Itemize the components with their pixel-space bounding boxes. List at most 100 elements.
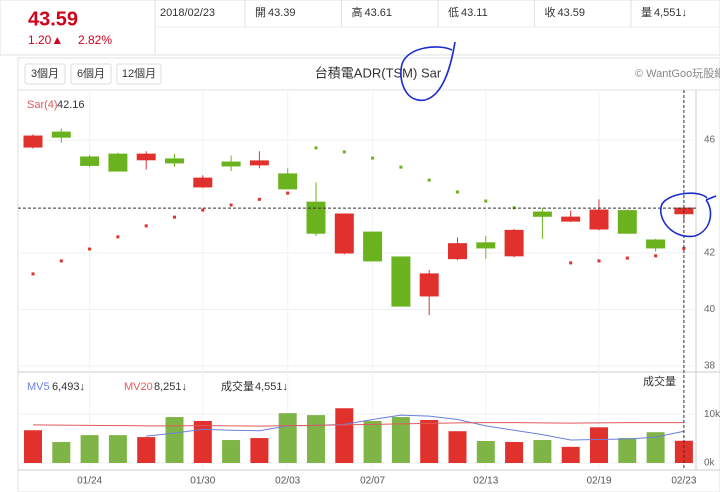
change: 1.20▲ <box>28 33 63 47</box>
volume-legend-value: 4,551↓ <box>255 381 288 393</box>
volume-bar <box>533 440 552 463</box>
sar-dot <box>31 272 35 276</box>
sar-dot <box>597 259 601 263</box>
sar-dot <box>59 259 63 263</box>
candle-body <box>306 201 326 234</box>
range-button[interactable]: 12個月 <box>116 63 162 85</box>
volume-panel-label: 成交量 <box>643 374 676 388</box>
sar-dot <box>116 235 120 239</box>
field-label: 量 <box>641 6 652 19</box>
copyright: © WantGoo玩股網 <box>635 66 720 80</box>
ma-line <box>146 414 685 441</box>
volume-bar <box>391 417 410 463</box>
volume-bar <box>476 441 495 463</box>
sar-dot <box>540 213 544 217</box>
sar-legend-value: 42.16 <box>57 99 85 111</box>
button-box <box>116 63 162 85</box>
y-tick-label: 38 <box>704 361 716 372</box>
candle-body <box>23 135 43 148</box>
volume-bar <box>646 432 665 463</box>
sar-dot <box>654 254 658 258</box>
annotation-circle <box>659 192 717 238</box>
sar-dot <box>173 215 176 219</box>
annotation-circle <box>400 41 456 101</box>
candle-body <box>278 173 298 190</box>
candle-body <box>391 256 411 307</box>
range-button[interactable]: 3個月 <box>24 63 66 85</box>
button-label: 3個月 <box>31 67 59 80</box>
sar-dot <box>569 261 573 265</box>
y-tick-label: 46 <box>704 135 716 146</box>
volume-bar <box>420 419 439 463</box>
candle-body <box>165 158 184 164</box>
sar-dot <box>625 256 629 260</box>
sar-dot <box>682 246 686 250</box>
price: 43.59 <box>28 8 78 30</box>
change-pct: 2.82% <box>78 33 112 47</box>
button-label: 6個月 <box>77 67 105 80</box>
field-value: 43.61 <box>365 7 393 19</box>
volume-bar <box>561 446 580 463</box>
candle-body <box>51 131 71 138</box>
sar-dot <box>88 247 92 251</box>
volume-bar <box>307 415 325 463</box>
x-tick-label: 02/23 <box>671 476 696 487</box>
candle-body <box>193 177 213 188</box>
candle-body <box>476 242 496 249</box>
x-tick-label: 02/03 <box>275 476 300 487</box>
volume-bar <box>363 420 382 463</box>
x-tick-label: 01/30 <box>190 476 215 487</box>
plot: 38 40 42 46 0k 10k 01/24 01/30 02/03 02/07 02/13 02… <box>18 90 720 487</box>
volume-bar <box>590 427 608 463</box>
sar-dot <box>456 190 459 194</box>
sar-dot <box>427 178 431 182</box>
candle-body <box>646 239 666 249</box>
volume-bar <box>165 417 184 463</box>
button-label: 12個月 <box>122 67 156 80</box>
field-value: 43.59 <box>558 7 586 19</box>
candle-body <box>589 209 609 230</box>
y-tick-label: 0k <box>704 458 716 469</box>
candle-body <box>561 216 581 222</box>
field-label: 收 <box>545 5 556 19</box>
candle-body <box>448 243 467 260</box>
range-button[interactable]: 6個月 <box>70 63 112 85</box>
volume-bar <box>80 435 99 463</box>
field-value: 43.11 <box>461 7 488 19</box>
candle-body <box>136 153 156 161</box>
volume-bar <box>52 441 71 463</box>
field-label: 低 <box>448 6 459 19</box>
x-tick-label: 02/13 <box>473 476 498 487</box>
volume-legend-name: 成交量 <box>221 379 254 393</box>
volume-bar <box>24 430 42 463</box>
y-tick-label: 42 <box>704 248 716 259</box>
field-value: 43.39 <box>268 7 296 19</box>
candle-body <box>419 273 439 297</box>
sar-dot <box>286 191 290 195</box>
x-tick-label: 02/19 <box>586 476 611 487</box>
candle-body <box>617 210 637 234</box>
sar-dot <box>484 199 488 203</box>
fields: 開 43.39 高 43.61 低 43.11 收 43.59 量 4,551↓ <box>244 0 687 27</box>
x-tick-label: 01/24 <box>77 476 102 487</box>
field-label: 開 <box>255 6 266 19</box>
button-box <box>70 63 112 85</box>
volume-bar <box>222 440 241 463</box>
field-value: 4,551↓ <box>654 7 687 19</box>
candle-body <box>80 156 100 166</box>
field-label: 高 <box>352 5 363 19</box>
candle-body <box>249 160 269 166</box>
sar-dot <box>201 208 205 212</box>
x-tick-label: 02/07 <box>360 476 385 487</box>
volume-bar <box>137 437 156 463</box>
volume-bar <box>250 438 269 463</box>
volume-bar <box>618 438 637 463</box>
candle-body <box>504 229 524 257</box>
volume-bar <box>335 408 354 463</box>
date: 2018/02/23 <box>160 7 215 19</box>
sar-dot <box>399 165 403 169</box>
mv20-legend-name: MV20 <box>124 381 153 393</box>
sar-legend-name: Sar(4) <box>27 99 58 111</box>
sar-dot <box>144 224 148 228</box>
